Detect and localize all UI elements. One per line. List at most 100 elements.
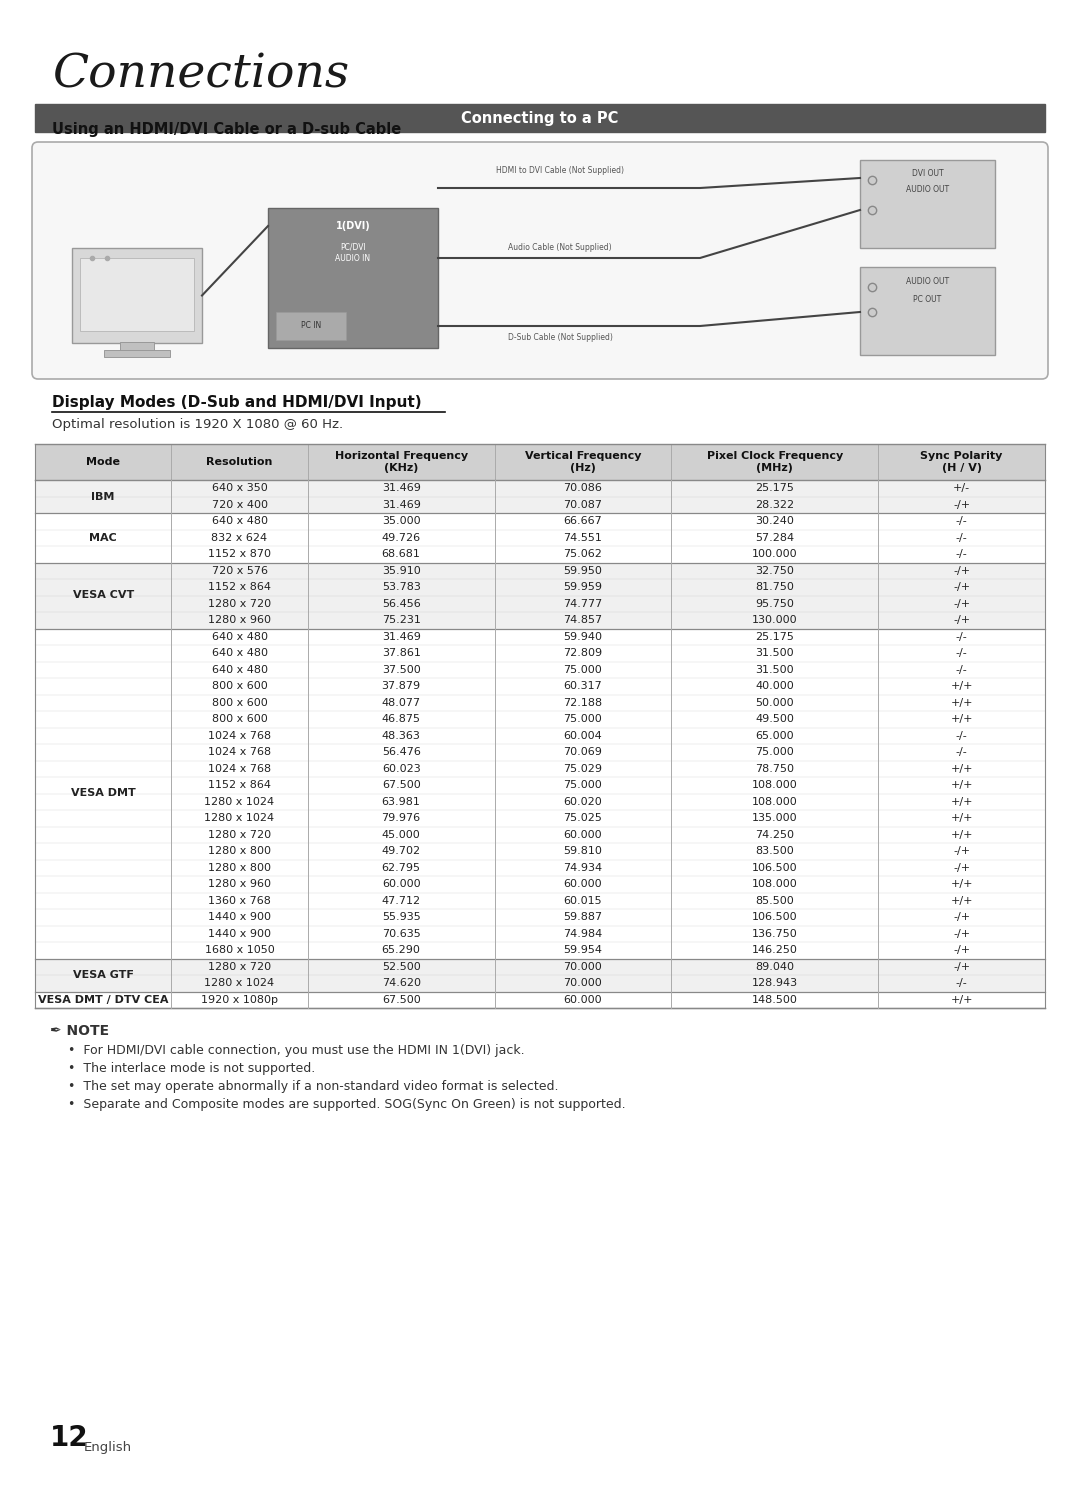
Text: 1280 x 800: 1280 x 800 bbox=[208, 862, 271, 872]
Text: 48.363: 48.363 bbox=[381, 731, 420, 741]
Text: Connecting to a PC: Connecting to a PC bbox=[461, 112, 619, 127]
Text: 1024 x 768: 1024 x 768 bbox=[208, 763, 271, 774]
Text: D-Sub Cable (Not Supplied): D-Sub Cable (Not Supplied) bbox=[508, 333, 612, 342]
Text: 75.062: 75.062 bbox=[564, 550, 603, 559]
Text: VESA DMT: VESA DMT bbox=[71, 789, 136, 798]
Text: VESA DMT / DTV CEA: VESA DMT / DTV CEA bbox=[38, 995, 168, 1005]
Text: 128.943: 128.943 bbox=[752, 979, 798, 988]
Text: 1280 x 1024: 1280 x 1024 bbox=[204, 813, 274, 823]
Text: 57.284: 57.284 bbox=[755, 533, 795, 542]
Text: 30.240: 30.240 bbox=[755, 517, 794, 526]
Bar bbox=[35, 613, 1045, 629]
Bar bbox=[35, 908, 1045, 925]
Text: 59.940: 59.940 bbox=[564, 632, 603, 642]
Bar bbox=[35, 105, 1045, 131]
Text: 800 x 600: 800 x 600 bbox=[212, 698, 268, 708]
Text: -/+: -/+ bbox=[954, 862, 970, 872]
Text: Mode: Mode bbox=[86, 457, 120, 468]
Bar bbox=[35, 777, 1045, 793]
Text: 130.000: 130.000 bbox=[752, 616, 798, 626]
Text: +/+: +/+ bbox=[950, 681, 973, 692]
Bar bbox=[35, 875, 1045, 892]
Text: 1920 x 1080p: 1920 x 1080p bbox=[201, 995, 278, 1005]
Text: AUDIO OUT: AUDIO OUT bbox=[906, 276, 949, 285]
Bar bbox=[268, 208, 438, 348]
Bar bbox=[35, 563, 1045, 580]
Bar bbox=[35, 629, 1045, 645]
Text: 70.000: 70.000 bbox=[564, 979, 603, 988]
Text: -/-: -/- bbox=[956, 747, 968, 757]
Text: 85.500: 85.500 bbox=[755, 896, 794, 905]
Text: 148.500: 148.500 bbox=[752, 995, 798, 1005]
Text: 25.175: 25.175 bbox=[755, 632, 794, 642]
Bar bbox=[35, 596, 1045, 613]
Text: 75.000: 75.000 bbox=[564, 665, 603, 675]
Text: PC OUT: PC OUT bbox=[914, 294, 942, 303]
Text: 1280 x 720: 1280 x 720 bbox=[208, 599, 271, 608]
Text: +/+: +/+ bbox=[950, 780, 973, 790]
Text: 52.500: 52.500 bbox=[381, 962, 420, 971]
Text: 74.551: 74.551 bbox=[564, 533, 603, 542]
Text: 640 x 350: 640 x 350 bbox=[212, 483, 268, 493]
Bar bbox=[35, 496, 1045, 512]
Text: 67.500: 67.500 bbox=[381, 780, 420, 790]
Text: 59.959: 59.959 bbox=[564, 583, 603, 592]
Text: 108.000: 108.000 bbox=[752, 780, 798, 790]
Text: -/-: -/- bbox=[956, 665, 968, 675]
Text: 55.935: 55.935 bbox=[381, 913, 420, 922]
Text: Resolution: Resolution bbox=[206, 457, 273, 468]
Text: Pixel Clock Frequency
(MHz): Pixel Clock Frequency (MHz) bbox=[706, 451, 843, 472]
Text: +/+: +/+ bbox=[950, 896, 973, 905]
Text: 32.750: 32.750 bbox=[755, 566, 794, 575]
Text: 100.000: 100.000 bbox=[752, 550, 798, 559]
Bar bbox=[860, 160, 995, 248]
Text: 49.726: 49.726 bbox=[381, 533, 421, 542]
Bar bbox=[104, 350, 170, 357]
Text: 1024 x 768: 1024 x 768 bbox=[208, 747, 271, 757]
Bar bbox=[35, 512, 1045, 529]
Text: -/+: -/+ bbox=[954, 846, 970, 856]
Text: -/+: -/+ bbox=[954, 962, 970, 971]
Bar bbox=[35, 976, 1045, 992]
Text: 37.879: 37.879 bbox=[381, 681, 421, 692]
Text: 640 x 480: 640 x 480 bbox=[212, 648, 268, 659]
Text: 40.000: 40.000 bbox=[755, 681, 794, 692]
Bar bbox=[35, 760, 1045, 777]
Bar bbox=[35, 925, 1045, 943]
Text: 53.783: 53.783 bbox=[381, 583, 420, 592]
Text: 106.500: 106.500 bbox=[752, 913, 798, 922]
Text: 25.175: 25.175 bbox=[755, 483, 794, 493]
Text: 37.861: 37.861 bbox=[381, 648, 420, 659]
Text: 74.934: 74.934 bbox=[564, 862, 603, 872]
Text: 60.015: 60.015 bbox=[564, 896, 603, 905]
Text: IBM: IBM bbox=[92, 492, 114, 502]
Text: HDMI to DVI Cable (Not Supplied): HDMI to DVI Cable (Not Supplied) bbox=[496, 166, 624, 175]
Text: +/+: +/+ bbox=[950, 698, 973, 708]
Text: -/-: -/- bbox=[956, 550, 968, 559]
Text: 48.077: 48.077 bbox=[381, 698, 421, 708]
Text: +/+: +/+ bbox=[950, 714, 973, 725]
Text: 28.322: 28.322 bbox=[755, 500, 795, 509]
Text: 1152 x 864: 1152 x 864 bbox=[208, 780, 271, 790]
Text: 63.981: 63.981 bbox=[381, 796, 420, 807]
Text: •  For HDMI/DVI cable connection, you must use the HDMI IN 1(DVI) jack.: • For HDMI/DVI cable connection, you mus… bbox=[68, 1044, 525, 1056]
Bar bbox=[80, 258, 194, 332]
Text: 1280 x 800: 1280 x 800 bbox=[208, 846, 271, 856]
Text: PC IN: PC IN bbox=[301, 321, 321, 330]
Text: Audio Cable (Not Supplied): Audio Cable (Not Supplied) bbox=[509, 244, 611, 252]
Text: Sync Polarity
(H / V): Sync Polarity (H / V) bbox=[920, 451, 1003, 472]
Text: 74.250: 74.250 bbox=[755, 829, 794, 840]
Text: 1280 x 1024: 1280 x 1024 bbox=[204, 979, 274, 988]
Text: 31.469: 31.469 bbox=[381, 483, 420, 493]
Text: 60.000: 60.000 bbox=[564, 995, 603, 1005]
Text: 37.500: 37.500 bbox=[381, 665, 420, 675]
Text: 832 x 624: 832 x 624 bbox=[212, 533, 268, 542]
Text: 59.887: 59.887 bbox=[564, 913, 603, 922]
Text: 1680 x 1050: 1680 x 1050 bbox=[204, 946, 274, 955]
Bar bbox=[35, 959, 1045, 976]
Text: +/+: +/+ bbox=[950, 763, 973, 774]
Text: Horizontal Frequency
(KHz): Horizontal Frequency (KHz) bbox=[335, 451, 468, 472]
Text: 75.000: 75.000 bbox=[755, 747, 794, 757]
Text: 31.500: 31.500 bbox=[756, 648, 794, 659]
Bar bbox=[35, 859, 1045, 875]
